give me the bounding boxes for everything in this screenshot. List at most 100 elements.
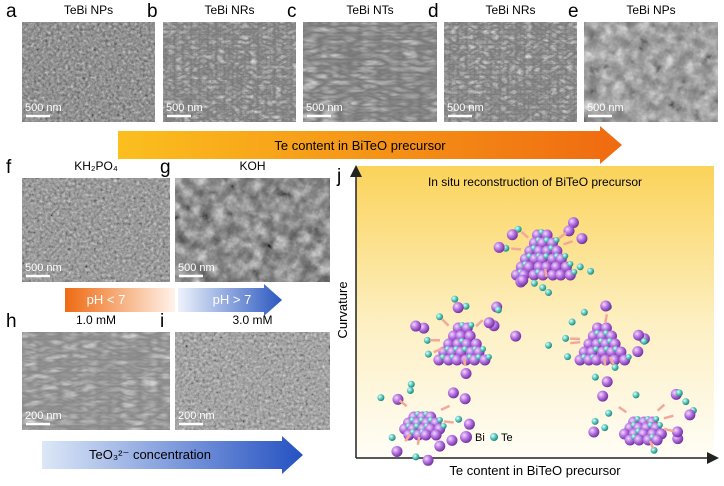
te-atom	[591, 373, 599, 381]
bi-atom	[632, 346, 644, 358]
legend-label: Te	[501, 432, 513, 444]
bi-atom	[576, 233, 588, 245]
arrow-label: Te content in BiTeO precursor	[274, 138, 446, 153]
bi-atom	[671, 426, 683, 438]
panel-title: 1.0 mM	[76, 313, 116, 327]
panel-letter: e	[568, 1, 579, 22]
legend-label: Bi	[475, 432, 485, 444]
te-atom	[494, 306, 502, 314]
te-atom	[539, 284, 547, 292]
te-atom	[451, 295, 459, 303]
sem-image	[175, 332, 330, 430]
te-atom	[601, 424, 609, 432]
bi-atom	[434, 440, 446, 452]
bi-atom	[391, 445, 403, 457]
release-arrow	[511, 247, 522, 251]
bi-atom	[651, 434, 663, 446]
release-arrow	[618, 405, 628, 414]
release-arrow	[558, 231, 567, 240]
panel-letter: b	[147, 1, 158, 22]
bi-atom	[588, 426, 600, 438]
bi-atom	[601, 376, 613, 388]
panel-letter: a	[6, 1, 17, 22]
scale-label: 500 nm	[25, 262, 62, 274]
te-atom	[514, 225, 522, 233]
release-arrow	[441, 318, 450, 327]
te-atom	[544, 288, 552, 296]
arrow-label: pH < 7	[87, 292, 126, 307]
release-arrow	[520, 230, 530, 239]
bi-atom	[410, 320, 422, 332]
bi-atom	[517, 274, 529, 286]
scale-label: 500 nm	[178, 262, 215, 274]
panel-title: TeBi NRs	[204, 3, 254, 17]
te-atom	[440, 423, 447, 429]
sem-image	[175, 178, 330, 282]
bi-atom	[555, 269, 567, 281]
panel-title: TeBi NPs	[626, 3, 675, 17]
te-atom	[571, 269, 578, 275]
te-atom	[562, 253, 569, 259]
release-arrow	[604, 314, 609, 323]
scale-label: 500 nm	[587, 102, 624, 114]
bi-atom	[633, 329, 645, 341]
bi-atom	[541, 229, 553, 241]
panel-letter: f	[6, 157, 12, 178]
bi-atom	[523, 261, 535, 273]
bi-atom	[684, 409, 696, 421]
scale-label: 500 nm	[306, 102, 343, 114]
bi-atom	[452, 302, 464, 314]
arrow	[42, 436, 303, 474]
release-arrow	[570, 340, 581, 345]
sem-image	[584, 22, 718, 122]
release-arrow	[608, 356, 615, 365]
scale-label: 500 nm	[25, 102, 62, 114]
te-atom	[587, 267, 595, 275]
sem-image	[22, 22, 155, 122]
bi-atom	[446, 434, 458, 446]
scale-label: 500 nm	[447, 102, 484, 114]
release-arrow	[433, 347, 444, 354]
te-atom	[553, 237, 560, 243]
axis-label: Curvature	[335, 281, 350, 338]
bi-atom	[420, 429, 432, 441]
release-arrow	[398, 399, 408, 408]
panel-letter: i	[160, 311, 164, 332]
axis-label: Te content in BiTeO precursor	[449, 463, 621, 478]
bi-atom	[510, 330, 522, 342]
bi-atom	[460, 368, 472, 380]
release-arrow	[404, 433, 412, 442]
te-atom	[625, 354, 632, 360]
te-atom	[611, 363, 619, 371]
legend-swatch	[460, 431, 472, 443]
te-atom	[530, 279, 538, 287]
te-atom	[406, 386, 414, 394]
release-arrow	[663, 414, 674, 420]
sem-image	[444, 22, 577, 122]
bi-atom	[493, 241, 505, 253]
release-arrow	[648, 440, 655, 450]
te-atom	[656, 422, 663, 428]
te-atom	[576, 263, 584, 271]
te-atom	[455, 415, 463, 423]
panel-title: 3.0 mM	[232, 313, 272, 327]
arrow-label: pH > 7	[213, 292, 252, 307]
panel-letter: j	[336, 166, 341, 187]
bi-atom	[597, 390, 609, 402]
te-atom	[462, 302, 470, 310]
te-atom	[412, 453, 420, 461]
te-atom	[653, 416, 660, 422]
te-atom	[485, 354, 492, 360]
sem-image	[22, 178, 170, 282]
panel-letter: c	[287, 1, 297, 22]
te-atom	[423, 336, 431, 344]
te-atom	[545, 341, 553, 349]
arrow	[65, 288, 175, 312]
bi-atom	[430, 429, 442, 441]
panel-letter: g	[160, 157, 171, 178]
bi-atom	[422, 454, 434, 466]
bi-atom	[451, 354, 463, 366]
arrow-label: TeO₃²⁻ concentration	[89, 447, 211, 462]
panel-letter: d	[428, 1, 439, 22]
